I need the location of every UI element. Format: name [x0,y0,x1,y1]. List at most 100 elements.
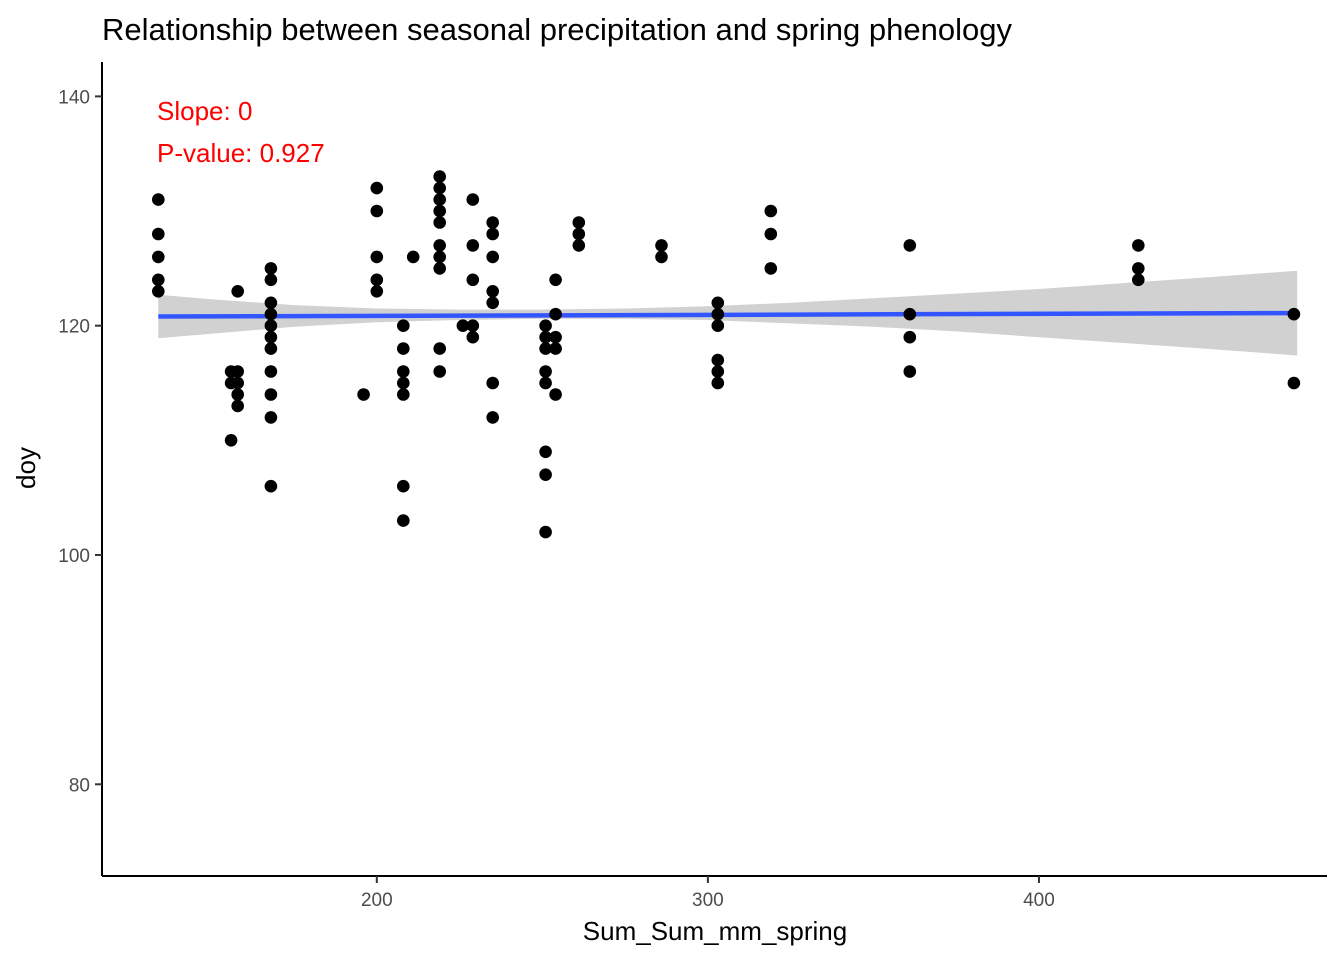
data-point [264,307,278,321]
data-point [264,388,278,401]
trend-line [158,310,1298,319]
data-point [549,273,562,287]
data-point [486,296,500,310]
y-tick-label: 100 [58,546,90,567]
data-point [231,365,244,378]
data-point [370,273,384,287]
data-point [486,411,500,424]
data-point [433,250,447,264]
data-point [397,342,410,355]
data-point [711,307,725,321]
annotations-layer: Slope: 0 P-value: 0.927 [157,96,325,168]
data-point [370,204,384,218]
data-point [370,250,384,264]
trend-line-layer [158,310,1298,319]
slope-annotation: Slope: 0 [157,96,252,126]
data-point [539,342,552,355]
data-point [539,445,552,459]
data-point [433,181,447,195]
data-point [433,170,447,183]
data-point [231,285,244,298]
data-point [764,262,778,275]
data-point [264,330,278,344]
data-point [466,193,480,206]
data-point [231,376,244,390]
x-axis-title: Sum_Sum_mm_spring [583,916,847,946]
data-point [572,239,586,252]
data-point [264,411,278,424]
data-point [152,273,165,287]
data-point [357,388,370,401]
data-point [486,250,500,264]
data-point [549,307,562,321]
data-point [1132,239,1145,252]
data-point [264,262,278,275]
data-point [1287,307,1301,321]
y-tick-label: 80 [69,775,90,796]
data-point [1287,376,1301,390]
data-point [655,250,668,264]
data-point [549,388,562,401]
data-point [539,365,552,378]
data-point [231,399,244,413]
data-point [264,319,278,333]
data-point [397,376,410,390]
y-axis-ticks: 80 100 120 140 [58,87,102,796]
data-point [433,193,447,206]
data-point [903,330,917,344]
data-point [264,479,278,493]
chart-title: Relationship between seasonal precipitat… [102,12,1012,47]
data-point [549,342,562,355]
data-point [539,468,552,482]
x-tick-label: 400 [1023,890,1055,911]
data-point [764,227,778,241]
data-point [466,239,480,252]
data-point [466,330,480,344]
data-point [433,216,447,229]
data-point [466,273,480,287]
data-point [264,365,278,378]
data-point [539,330,552,344]
data-point [539,525,552,539]
data-point [466,319,480,333]
data-point [549,330,562,344]
data-point [264,342,278,355]
data-point [152,227,165,241]
data-point [711,353,725,367]
data-point [370,181,384,195]
data-point [903,307,917,321]
data-point [572,216,586,229]
y-tick-label: 120 [58,317,90,338]
data-point [486,216,500,229]
p-value-annotation: P-value: 0.927 [157,138,325,168]
data-point [539,319,552,333]
data-point [572,227,586,241]
data-point [764,204,778,218]
data-point [486,227,500,241]
data-point [397,479,410,493]
data-point [433,239,447,252]
data-point [711,319,725,333]
data-point [433,365,447,378]
data-point [397,319,410,333]
data-point [406,250,420,264]
x-axis-ticks: 200 300 400 [361,876,1055,911]
data-point [711,376,725,390]
data-point [152,285,165,298]
data-point [1132,262,1145,275]
y-tick-label: 140 [58,87,90,108]
data-point [397,365,410,378]
data-point [433,204,447,218]
data-point [370,285,384,298]
data-point [231,388,244,401]
data-point [397,514,410,527]
x-tick-label: 200 [361,890,393,911]
x-tick-label: 300 [692,890,724,911]
data-point [539,376,552,390]
data-point [264,296,278,310]
data-point [711,365,725,378]
data-point [1132,273,1145,287]
data-point [903,239,917,252]
data-point [433,262,447,275]
